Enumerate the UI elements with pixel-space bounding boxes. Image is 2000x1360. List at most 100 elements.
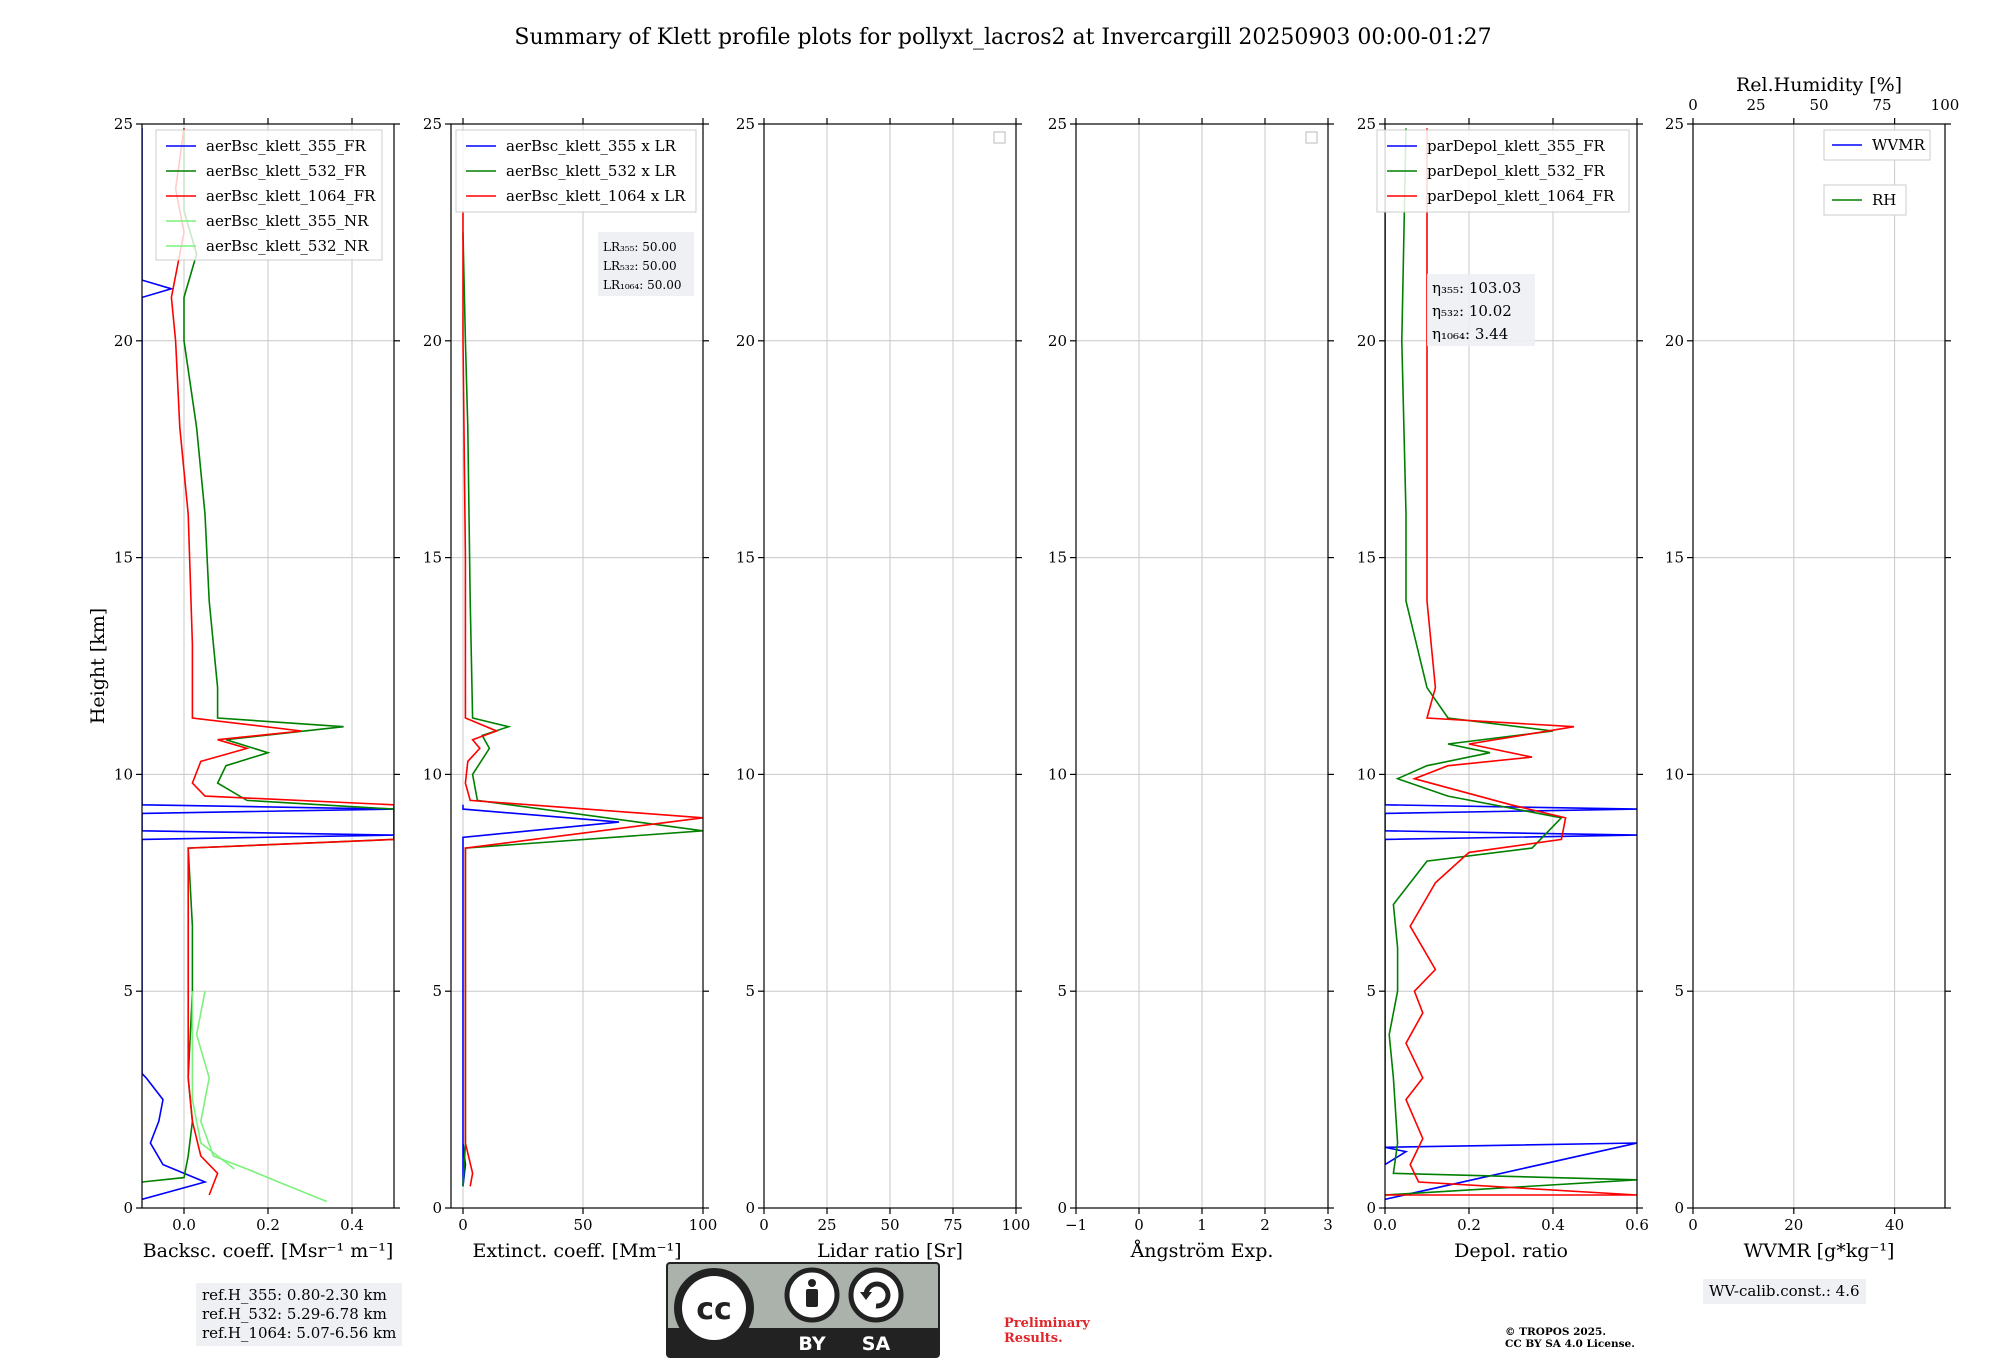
panel-depol: 0 5 10 15 20 25 0.0 0.2 0.4 0.6 Depol. ratio parDep…	[1357, 115, 1649, 1262]
preliminary-line-2: Results.	[1004, 1331, 1063, 1346]
x-tick-label: 1	[1197, 1216, 1207, 1234]
annotation-box	[1427, 274, 1535, 346]
preliminary-line-1: Preliminary	[1004, 1316, 1090, 1331]
series-line-parDepol_klett_355_FR	[1385, 128, 1637, 1201]
x-tick-label: 100	[1002, 1216, 1031, 1234]
x-tick-label: 0.4	[1541, 1216, 1565, 1234]
lidar-ratio-text: LR₁₀₆₄: 50.00	[603, 278, 681, 292]
y-tick-label: 5	[745, 982, 755, 1000]
legend-label: aerBsc_klett_355 x LR	[506, 137, 677, 155]
y-tick-label: 15	[1357, 549, 1376, 567]
annotation-box	[598, 232, 694, 296]
y-tick-label: 20	[423, 332, 442, 350]
panel-frame	[1384, 123, 1638, 1209]
wv-calibration-box: WV-calib.const.: 4.6	[1703, 1279, 1866, 1304]
y-tick-label: 25	[1665, 115, 1684, 133]
eta-annotation: η₃₅₅: 103.03 η₅₃₂: 10.02 η₁₀₆₄: 3.44	[1427, 274, 1535, 346]
top-tick-label: 75	[1872, 96, 1891, 114]
x-tick-label: 50	[573, 1216, 592, 1234]
y-tick-label: 15	[423, 549, 442, 567]
x-axis-label: Extinct. coeff. [Mm⁻¹]	[472, 1240, 681, 1262]
copyright-line-2: CC BY SA 4.0 License.	[1505, 1338, 1635, 1350]
y-tick-label: 5	[432, 982, 442, 1000]
panel-extinction: 0 5 10 15 20 25 0 50 100 Extinct. coeff. [Mm⁻¹] ae…	[423, 115, 717, 1262]
x-tick-label: 0.6	[1625, 1216, 1649, 1234]
y-tick-label: 0	[123, 1199, 133, 1217]
y-tick-label: 25	[1048, 115, 1067, 133]
y-tick-label: 20	[114, 332, 133, 350]
x-tick-label: 25	[817, 1216, 836, 1234]
y-tick-label: 15	[1665, 549, 1684, 567]
top-tick-label: 50	[1809, 96, 1828, 114]
x-tick-label: 100	[689, 1216, 718, 1234]
series-line-aerBsc_klett_532_NR	[191, 991, 235, 1170]
legend-label: parDepol_klett_532_FR	[1427, 162, 1605, 180]
y-tick-label: 20	[1048, 332, 1067, 350]
badge-sa-label: SA	[862, 1333, 891, 1355]
lidar-ratio-annotation: LR₃₅₅: 50.00 LR₅₃₂: 50.00 LR₁₀₆₄: 50.00	[598, 232, 694, 296]
x-tick-label: 3	[1323, 1216, 1333, 1234]
y-tick-label: 25	[736, 115, 755, 133]
y-tick-label: 0	[1674, 1199, 1684, 1217]
top-axis-label: Rel.Humidity [%]	[1736, 74, 1902, 96]
y-tick-label: 20	[736, 332, 755, 350]
eta-text: η₅₃₂: 10.02	[1432, 302, 1512, 320]
series-line-aerBsc_klett_355_FR	[142, 128, 394, 1201]
y-tick-label: 25	[1357, 115, 1376, 133]
legend-frame	[1376, 129, 1630, 213]
x-tick-label: 0	[1688, 1216, 1698, 1234]
legend: parDepol_klett_355_FR parDepol_klett_532_…	[1376, 129, 1630, 213]
y-tick-label: 10	[1357, 765, 1376, 783]
x-tick-label: −1	[1065, 1216, 1087, 1234]
svg-text:cc: cc	[696, 1292, 732, 1327]
series-line-aerBsc_klett_355 x LR	[462, 804, 620, 1187]
y-tick-label: 25	[114, 115, 133, 133]
x-tick-label: 0.4	[340, 1216, 364, 1234]
x-tick-label: 0	[759, 1216, 769, 1234]
top-tick-label: 25	[1746, 96, 1765, 114]
y-tick-label: 10	[423, 765, 442, 783]
x-tick-label: 20	[1784, 1216, 1803, 1234]
x-tick-label: 2	[1260, 1216, 1270, 1234]
empty-legend-icon	[993, 131, 1006, 144]
panel-frame	[450, 123, 704, 1209]
series-line-aerBsc_klett_1064_FR	[170, 128, 394, 1196]
legend-label: aerBsc_klett_355_NR	[206, 212, 369, 230]
y-tick-label: 5	[1366, 982, 1376, 1000]
y-tick-label: 15	[736, 549, 755, 567]
y-tick-label: 25	[423, 115, 442, 133]
ref-height-1064: ref.H_1064: 5.07-6.56 km	[202, 1324, 397, 1342]
y-tick-label: 5	[1057, 982, 1067, 1000]
y-axis-label: Height [km]	[87, 608, 109, 724]
eta-text: η₃₅₅: 103.03	[1432, 279, 1521, 297]
wv-calibration-constant: WV-calib.const.: 4.6	[1709, 1282, 1860, 1300]
reference-heights-box: ref.H_355: 0.80-2.30 km ref.H_532: 5.29-…	[196, 1283, 403, 1346]
x-axis-label: WVMR [g*kg⁻¹]	[1744, 1240, 1895, 1262]
x-tick-label: 0.0	[1373, 1216, 1397, 1234]
legend-label: aerBsc_klett_1064_FR	[206, 187, 376, 205]
x-tick-label: 0	[1134, 1216, 1144, 1234]
legend-label: aerBsc_klett_1064 x LR	[506, 187, 686, 205]
legend-frame	[155, 129, 383, 261]
x-tick-label: 0.2	[1457, 1216, 1481, 1234]
legend-label: parDepol_klett_1064_FR	[1427, 187, 1615, 205]
series-line-parDepol_klett_1064_FR	[1385, 128, 1637, 1196]
series-group	[462, 210, 703, 1187]
legend-label: RH	[1872, 191, 1896, 209]
preliminary-note: Preliminary Results.	[1004, 1316, 1090, 1346]
y-tick-label: 0	[745, 1199, 755, 1217]
top-tick-label: 100	[1931, 96, 1960, 114]
x-axis-label: Ångström Exp.	[1130, 1240, 1274, 1262]
legend-label: parDepol_klett_355_FR	[1427, 137, 1605, 155]
legend-label: aerBsc_klett_532_FR	[206, 162, 366, 180]
x-tick-label: 50	[880, 1216, 899, 1234]
series-line-aerBsc_klett_1064 x LR	[462, 210, 703, 1187]
legend-label: aerBsc_klett_532 x LR	[506, 162, 677, 180]
series-group	[142, 128, 394, 1203]
y-tick-label: 0	[432, 1199, 442, 1217]
copyright-note: © TROPOS 2025. CC BY SA 4.0 License.	[1505, 1326, 1635, 1350]
empty-legend-icon	[1305, 131, 1318, 144]
y-tick-label: 10	[736, 765, 755, 783]
